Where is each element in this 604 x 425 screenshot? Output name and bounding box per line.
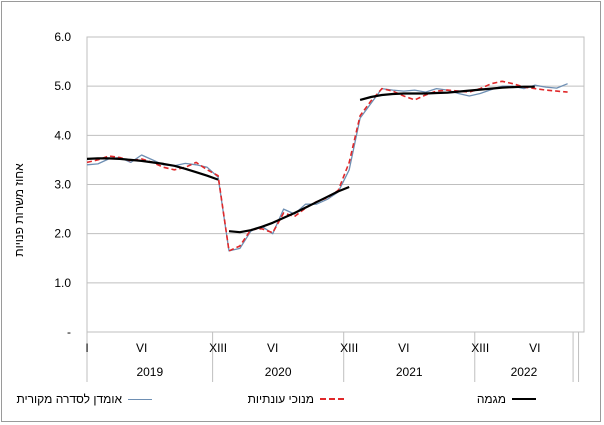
y-tick-label: 2.0 xyxy=(54,227,71,241)
y-tick-label: 1.0 xyxy=(54,276,71,290)
y-tick-label: 5.0 xyxy=(54,79,71,93)
x-tick-label: VI xyxy=(267,341,278,355)
x-tick-label: VI xyxy=(398,341,409,355)
legend-item-seasonal: מנוכי עונתיות xyxy=(248,392,344,406)
series-line-0 xyxy=(86,83,568,252)
legend-swatch-trend xyxy=(512,398,536,400)
legend-label-seasonal: מנוכי עונתיות xyxy=(247,392,314,406)
x-tick-label: XIII xyxy=(209,341,227,355)
legend-swatch-original xyxy=(128,398,152,400)
y-tick-label: 3.0 xyxy=(54,178,71,192)
x-tick-label: XIII xyxy=(471,341,489,355)
x-tick-label: I xyxy=(85,341,88,355)
y-axis-label: אחוז משרות פנויות xyxy=(4,150,34,270)
x-tick-label: VI xyxy=(529,341,540,355)
y-tick-label: 4.0 xyxy=(54,128,71,142)
legend-swatch-seasonal xyxy=(320,398,344,400)
legend-item-original: אומדן לסדרה מקורית xyxy=(16,392,152,406)
x-tick-label: VI xyxy=(136,341,147,355)
series-line-2 xyxy=(359,85,535,101)
series-line-2 xyxy=(86,157,219,181)
year-label: 2021 xyxy=(396,365,423,379)
legend: אומדן לסדרה מקורית מנוכי עונתיות מגמה xyxy=(0,392,604,412)
legend-item-trend: מגמה xyxy=(477,392,536,406)
series-line-1 xyxy=(86,80,568,252)
year-label: 2020 xyxy=(265,365,292,379)
y-axis-label-text: אחוז משרות פנויות xyxy=(12,163,26,257)
y-tick-label: 6.0 xyxy=(54,30,71,44)
series-line-2 xyxy=(228,185,350,234)
year-label: 2019 xyxy=(136,365,163,379)
legend-label-original: אומדן לסדרה מקורית xyxy=(16,392,122,406)
x-tick-label: XIII xyxy=(340,341,358,355)
year-label: 2022 xyxy=(511,365,538,379)
y-tick-label: - xyxy=(67,325,71,339)
legend-label-trend: מגמה xyxy=(476,392,506,406)
